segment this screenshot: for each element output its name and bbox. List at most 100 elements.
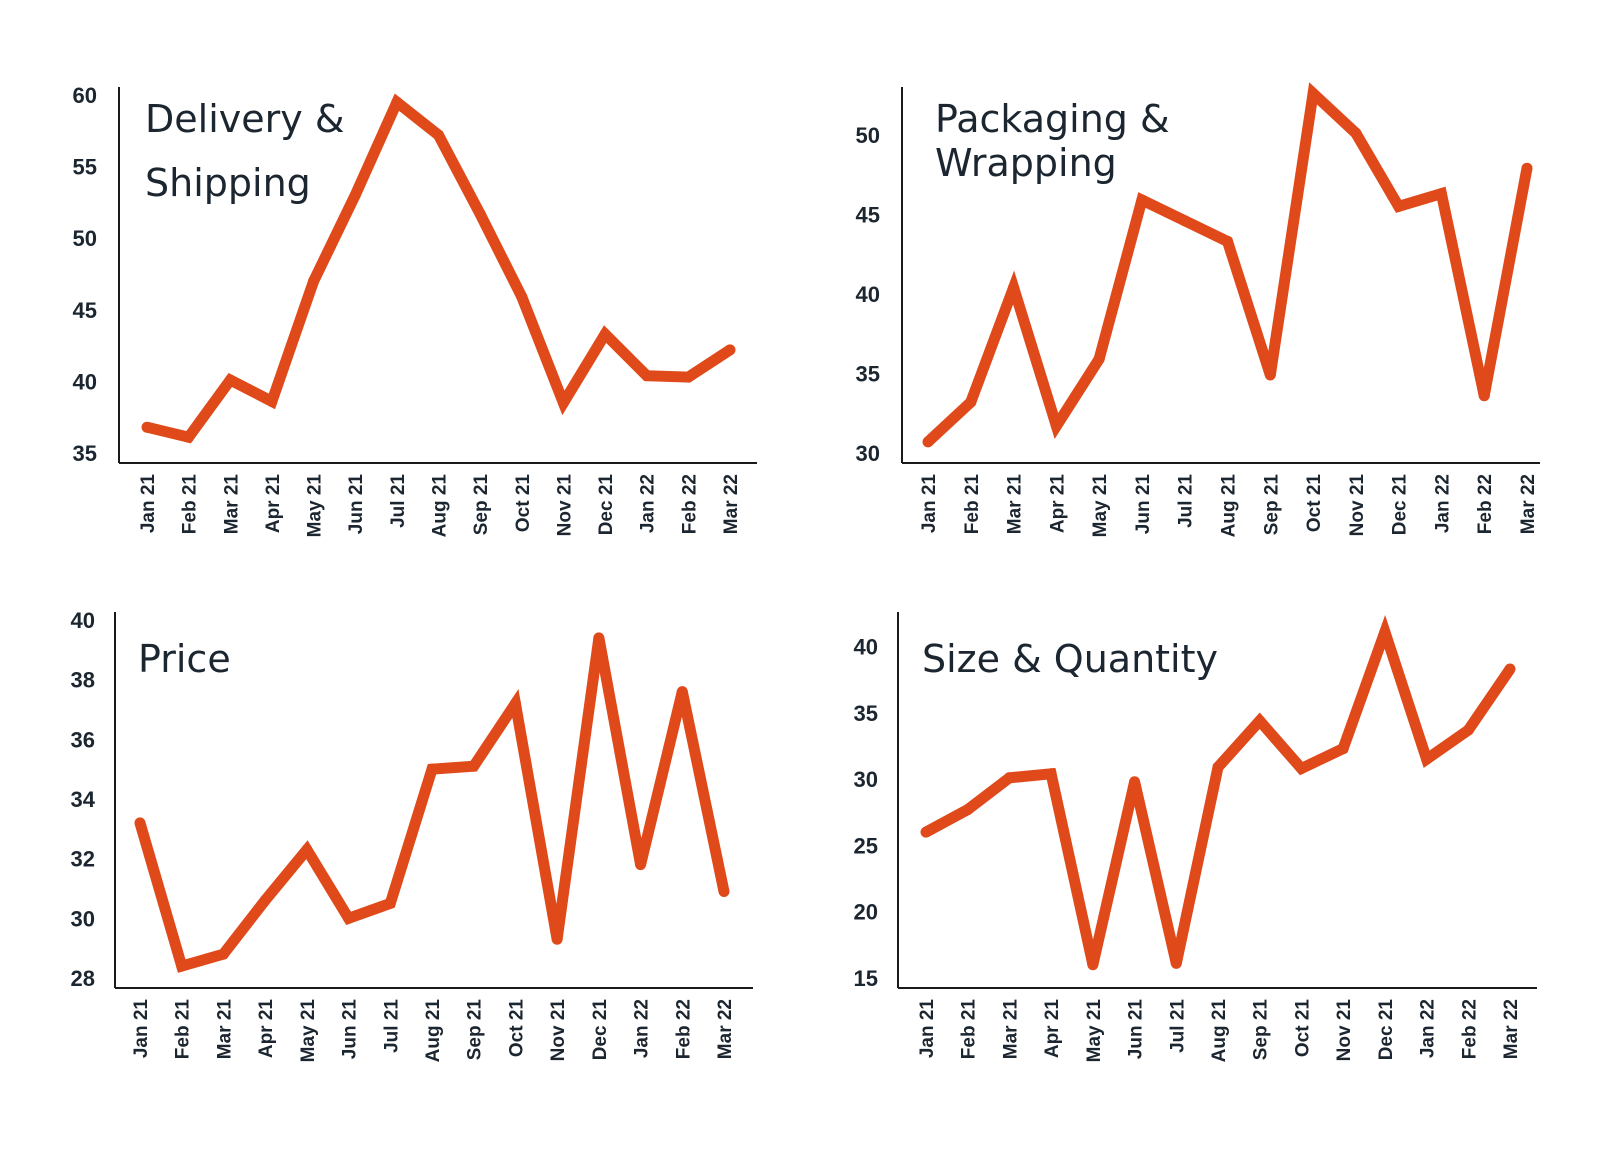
data-point: [1008, 282, 1020, 294]
x-tick-label: Oct 21: [1292, 999, 1313, 1058]
x-tick-label: Dec 21: [596, 474, 617, 536]
x-tick-label: Jul 21: [381, 999, 402, 1053]
chart-title: Shipping: [145, 161, 311, 205]
x-tick-label: Jun 21: [1126, 999, 1147, 1060]
data-point: [724, 344, 736, 356]
chart-panel-1: 35 40 45 50 55 60 Jan 21 Feb 21 Mar 21 Apr 21 May …: [73, 83, 757, 537]
y-tick-label: 28: [71, 966, 95, 991]
data-point: [343, 912, 355, 924]
x-tick-label: Jul 21: [1176, 474, 1197, 528]
x-tick-label: Mar 21: [221, 474, 242, 535]
x-tick-label: May 21: [1090, 474, 1111, 538]
data-point: [1264, 369, 1276, 381]
data-point: [426, 763, 438, 775]
x-tick-label: Jan 22: [1432, 474, 1453, 533]
y-tick-label: 45: [856, 202, 880, 227]
x-tick-label: Feb 22: [1475, 474, 1496, 534]
x-tick-label: Apr 21: [1042, 999, 1063, 1059]
y-tick-label: 36: [71, 727, 95, 752]
x-tick-label: Jan 21: [917, 999, 938, 1059]
data-point: [641, 370, 653, 382]
y-tick-label: 40: [73, 369, 97, 394]
data-point: [718, 885, 730, 897]
y-tick-label: 40: [71, 608, 95, 633]
x-tick-label: Sep 21: [1251, 999, 1272, 1061]
data-point: [509, 698, 521, 710]
x-tick-label: Nov 21: [548, 999, 569, 1062]
x-tick-label: Jun 21: [346, 474, 367, 535]
data-point: [1087, 959, 1099, 971]
data-point: [1421, 753, 1433, 765]
x-tick-label: Oct 21: [1304, 474, 1325, 533]
x-tick-label: Nov 21: [554, 474, 575, 537]
y-tick-label: 35: [856, 361, 880, 386]
data-point: [1307, 87, 1319, 99]
data-point: [557, 397, 569, 409]
chart-title: Packaging &: [935, 97, 1170, 141]
data-point: [676, 686, 688, 698]
data-point: [183, 431, 195, 443]
x-tick-label: Mar 22: [715, 999, 736, 1059]
x-tick-label: Aug 21: [1219, 474, 1240, 538]
x-tick-label: Mar 22: [721, 474, 742, 534]
data-point: [1435, 188, 1447, 200]
x-tick-label: Feb 21: [173, 999, 194, 1060]
data-point: [1003, 772, 1015, 784]
y-tick-label: 34: [71, 787, 96, 812]
x-tick-label: Jan 21: [138, 474, 159, 534]
x-tick-label: Feb 22: [673, 999, 694, 1059]
x-tick-label: Jan 22: [632, 999, 653, 1058]
data-point: [682, 371, 694, 383]
x-tick-label: Feb 21: [962, 474, 983, 535]
chart-title: Wrapping: [935, 141, 1117, 185]
x-tick-label: Feb 21: [180, 474, 201, 535]
y-tick-label: 38: [71, 668, 95, 693]
x-tick-label: Jan 21: [131, 999, 152, 1059]
y-tick-label: 40: [854, 635, 878, 660]
data-point: [1350, 127, 1362, 139]
data-point: [1136, 194, 1148, 206]
data-point: [141, 421, 153, 433]
x-tick-label: May 21: [1084, 999, 1105, 1063]
x-tick-label: Jun 21: [1133, 474, 1154, 535]
chart-panel-2: 30 35 40 45 50 Jan 21 Feb 21 Mar 21 Apr 21 May 21…: [856, 82, 1540, 538]
series-line: [145, 93, 734, 444]
x-tick-label: Nov 21: [1334, 999, 1355, 1062]
data-point: [1337, 743, 1349, 755]
x-tick-label: Aug 21: [1209, 999, 1230, 1063]
data-point: [1045, 768, 1057, 780]
data-point: [1179, 215, 1191, 227]
data-point: [1521, 162, 1533, 174]
y-tick-label: 60: [73, 83, 97, 108]
data-point: [1379, 626, 1391, 638]
data-point: [349, 189, 361, 201]
y-tick-label: 50: [856, 123, 880, 148]
x-tick-label: May 21: [305, 474, 326, 538]
x-tick-label: Feb 21: [959, 999, 980, 1060]
x-tick-label: Aug 21: [430, 474, 451, 538]
data-point: [217, 948, 229, 960]
x-tick-label: Jan 22: [1418, 999, 1439, 1058]
x-tick-label: Sep 21: [1261, 474, 1282, 536]
y-tick-label: 55: [73, 155, 97, 180]
data-point: [593, 632, 605, 644]
series-line: [923, 614, 1515, 966]
x-tick-label: Nov 21: [1347, 474, 1368, 537]
data-point: [134, 817, 146, 829]
x-tick-label: Mar 21: [214, 999, 235, 1060]
y-tick-label: 35: [854, 701, 878, 726]
data-point: [1462, 724, 1474, 736]
data-point: [468, 760, 480, 772]
data-point: [1478, 390, 1490, 402]
chart-title: Delivery &: [145, 97, 344, 141]
data-point: [1295, 763, 1307, 775]
data-point: [474, 208, 486, 220]
x-tick-label: Jun 21: [340, 999, 361, 1060]
data-point: [1212, 761, 1224, 773]
chart-panel-4: 15 20 25 30 35 40 Jan 21 Feb 21 Mar 21 Apr 21 May …: [854, 612, 1537, 1062]
x-tick-label: Feb 22: [679, 474, 700, 534]
x-tick-label: Mar 22: [1518, 474, 1539, 534]
data-point: [1129, 776, 1141, 788]
series-line: [134, 636, 730, 973]
